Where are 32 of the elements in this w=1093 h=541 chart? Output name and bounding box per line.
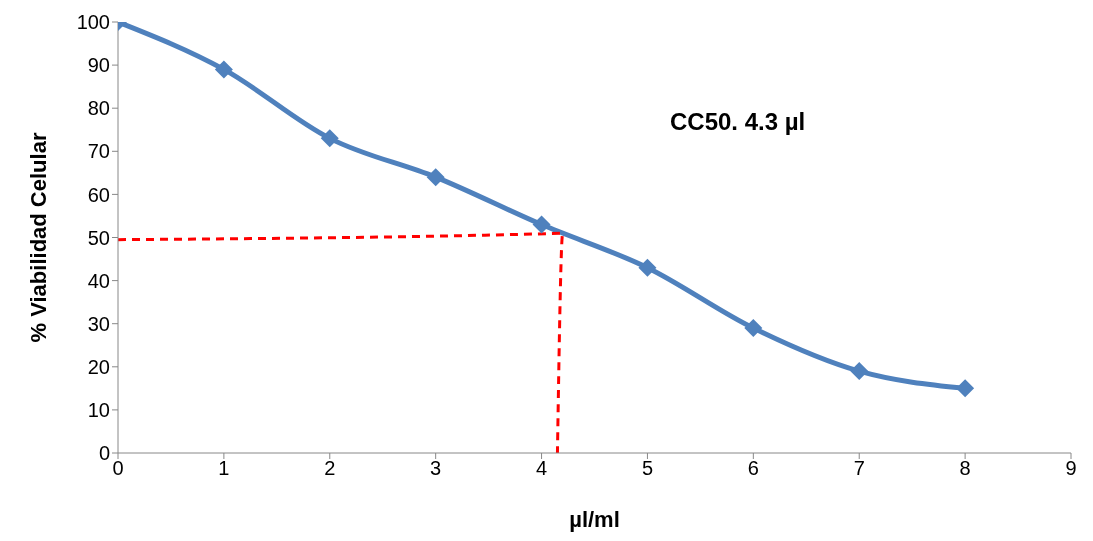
point <box>214 60 233 79</box>
y-tick-label: 0 <box>98 442 110 465</box>
point <box>744 319 763 338</box>
x-tick-label: 4 <box>535 457 548 480</box>
x-tick-label: 3 <box>430 457 442 480</box>
y-tick-label: 10 <box>87 399 110 421</box>
x-tick-label: 7 <box>853 457 865 480</box>
x-tick-label: 0 <box>112 457 124 480</box>
y-tick-label: 70 <box>87 140 110 163</box>
x-tick-label: 5 <box>641 457 654 480</box>
x-tick-label: 2 <box>324 457 336 480</box>
y-tick-label: 80 <box>87 97 110 120</box>
y-tick-label: 20 <box>87 355 110 378</box>
point <box>850 362 869 381</box>
y-tick-label: 90 <box>87 54 110 77</box>
y-tick-label: 60 <box>87 183 110 206</box>
y-tick-label: 100 <box>76 11 110 34</box>
y-axis-title: % Viabilidad Celular <box>25 132 51 343</box>
x-axis-title: µl/ml <box>569 506 620 532</box>
x-tick-label: 6 <box>747 457 759 480</box>
point <box>956 379 975 398</box>
x-tick-label: 8 <box>959 457 971 480</box>
point <box>638 258 657 277</box>
point <box>532 215 551 234</box>
x-tick-label: 1 <box>218 457 230 480</box>
point <box>320 129 339 148</box>
y-tick-label: 40 <box>87 269 110 292</box>
x-tick-label: 9 <box>1065 457 1077 480</box>
y-tick-label: 50 <box>87 226 110 249</box>
point <box>426 168 445 187</box>
y-tick-label: 30 <box>87 312 110 335</box>
annotation: CC50. 4.3 µl <box>670 108 806 136</box>
